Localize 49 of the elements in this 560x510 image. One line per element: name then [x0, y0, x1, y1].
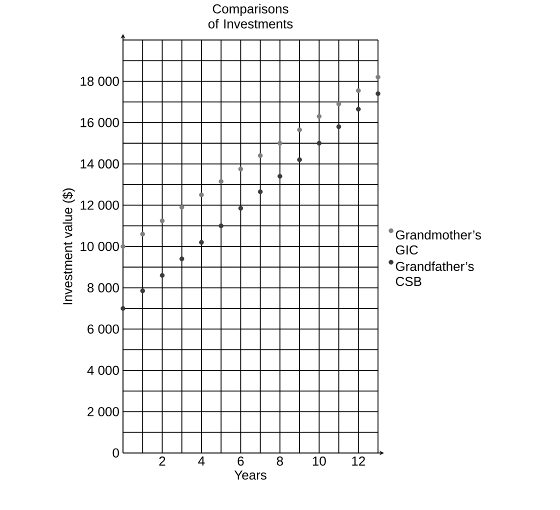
legend-label: Grandmother’s GIC [396, 230, 482, 255]
point [278, 174, 282, 179]
x-tick-label: 12 [352, 456, 365, 466]
point [238, 206, 244, 211]
y-tick-label: 16 000 [80, 118, 119, 128]
point [316, 114, 322, 119]
y-tick-label: 14 000 [80, 159, 119, 168]
point [278, 140, 282, 146]
point [140, 232, 146, 236]
y-tick-label: 6 000 [88, 324, 119, 334]
point [258, 153, 263, 158]
y-tick-label: 4 000 [87, 366, 119, 375]
point [218, 179, 224, 184]
point [336, 102, 342, 106]
point [376, 74, 380, 80]
x-tick-label: 6 [238, 456, 244, 466]
point [199, 240, 204, 245]
y-axis-title: Investment value ($) [62, 188, 75, 304]
point [376, 91, 380, 96]
point [297, 157, 302, 162]
x-tick-label: 10 [312, 456, 326, 466]
y-tick-label: 18 000 [80, 76, 119, 86]
x-axis-title: Years [234, 470, 266, 480]
point [179, 204, 184, 210]
y-tick-label: 0 [112, 448, 119, 458]
point [297, 127, 302, 132]
point [316, 140, 322, 146]
point [120, 306, 126, 311]
y-tick-label: 8 000 [88, 283, 119, 292]
x-tick-label: 2 [159, 456, 166, 466]
point [258, 189, 263, 194]
point [120, 244, 126, 249]
point [336, 124, 342, 130]
chart-title: Comparisons of Investments [208, 4, 293, 28]
y-tick-label: 10 000 [80, 242, 119, 252]
point [356, 106, 361, 112]
point [179, 256, 184, 262]
x-tick-label: 4 [198, 456, 205, 466]
point [140, 288, 146, 294]
point [199, 192, 204, 198]
point [218, 223, 224, 228]
legend-label: Grandfather’s CSB [396, 261, 474, 286]
point [160, 273, 165, 278]
point [238, 166, 244, 172]
y-tick-label: 12 000 [80, 200, 119, 210]
point [160, 218, 165, 224]
y-tick-label: 2 000 [88, 407, 119, 416]
point [356, 88, 361, 93]
x-tick-label: 8 [276, 456, 283, 466]
